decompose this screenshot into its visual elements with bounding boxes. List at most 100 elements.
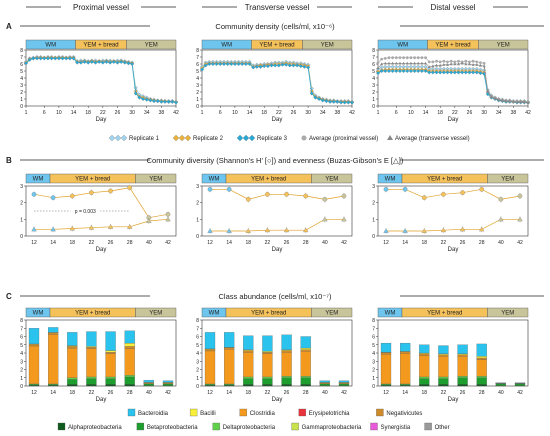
- series-point: [383, 68, 388, 74]
- series-point: [498, 216, 504, 222]
- plot-frame: [201, 49, 353, 107]
- x-tick-label: 18: [70, 390, 76, 396]
- bar-segment-deltaproteobacteria: [457, 375, 468, 378]
- series-line: [25, 56, 177, 103]
- series-point: [387, 56, 391, 60]
- bar-segment-negativicutes: [224, 347, 235, 350]
- series-point: [251, 65, 256, 70]
- series-point: [214, 61, 219, 67]
- x-axis-label: Day: [272, 117, 283, 123]
- series-line: [201, 62, 353, 103]
- bar-segment-negativicutes: [124, 346, 135, 349]
- series-point: [463, 70, 468, 75]
- phase-label-wm: WM: [209, 177, 220, 183]
- x-tick-label: 18: [437, 110, 443, 116]
- y-tick-label: 5: [196, 69, 199, 75]
- x-tick-label: 30: [305, 110, 311, 116]
- bar-segment-clostridia: [243, 352, 254, 378]
- series-point: [508, 99, 512, 103]
- bar-segment-negativicutes: [419, 353, 430, 356]
- series-point: [478, 71, 483, 76]
- legend-marker: [301, 135, 307, 141]
- x-tick-label: 22: [89, 390, 95, 396]
- series-point: [379, 68, 384, 74]
- bar-segment-negativicutes: [476, 357, 487, 360]
- series-point: [284, 191, 289, 197]
- x-tick-label: 28: [479, 390, 485, 396]
- phase-label-yem: YEM: [145, 43, 158, 49]
- bar-segment-negativicutes: [67, 346, 78, 349]
- series-point: [346, 100, 351, 105]
- series-point: [431, 60, 435, 64]
- x-tick-label: 6: [219, 110, 222, 116]
- series-point: [287, 63, 292, 68]
- y-tick-label: 1: [20, 97, 23, 103]
- series-point: [421, 228, 427, 233]
- y-tick-label: 8: [20, 48, 23, 54]
- series-point: [284, 62, 289, 67]
- x-tick-label: 18: [246, 390, 252, 396]
- series-point: [383, 186, 389, 192]
- series-line: [377, 70, 528, 103]
- series-point: [394, 68, 399, 74]
- legend-swatch: [376, 408, 384, 417]
- bar-segment-alphaproteobacteria: [438, 384, 449, 387]
- x-tick-label: 34: [144, 110, 150, 116]
- series-point: [144, 97, 149, 102]
- bar-segment-negativicutes: [281, 350, 292, 353]
- bar-segment-negativicutes: [243, 350, 254, 353]
- legend-swatch: [136, 422, 145, 431]
- series-point: [60, 56, 65, 61]
- y-tick-label: 3: [20, 83, 23, 89]
- y-tick-label: 8: [20, 318, 23, 324]
- y-tick-label: 2: [20, 368, 23, 374]
- bar-segment-betaproteobacteria: [457, 377, 468, 385]
- series-point: [419, 68, 424, 74]
- series-point: [64, 56, 69, 61]
- series-point: [89, 190, 94, 196]
- phase-yem: [126, 39, 177, 50]
- x-tick-label: 14: [71, 110, 77, 116]
- bar-segment-clostridia: [204, 350, 216, 385]
- x-tick-label: 22: [265, 240, 271, 246]
- y-tick-label: 1: [20, 217, 23, 223]
- y-tick-label: 7: [20, 326, 23, 332]
- y-tick-label: 0: [372, 384, 375, 390]
- series-point: [245, 228, 251, 233]
- series-point: [313, 95, 318, 100]
- series-line: [25, 58, 177, 103]
- legend-marker: [120, 134, 128, 142]
- y-tick-label: 3: [20, 359, 23, 365]
- bar-segment-bacteroidia: [300, 336, 311, 349]
- legend-swatch: [239, 408, 247, 417]
- bar-segment-deltaproteobacteria: [124, 375, 135, 378]
- series-point: [391, 56, 395, 60]
- legend-label: Betaproteobacteria: [147, 425, 198, 431]
- legend-label: Replicate 1: [129, 136, 160, 142]
- series-point: [380, 57, 384, 61]
- x-tick-label: 26: [284, 240, 290, 246]
- x-tick-label: 22: [265, 390, 271, 396]
- y-tick-label: 6: [196, 62, 199, 68]
- y-tick-label: 8: [372, 318, 375, 324]
- series-point: [298, 64, 303, 69]
- series-point: [497, 98, 501, 101]
- series-point: [416, 61, 420, 65]
- phase-label-yem: YEM: [497, 43, 510, 49]
- bar-segment-clostridia: [281, 352, 292, 377]
- bar-segment-alphaproteobacteria: [105, 384, 116, 387]
- series-point: [397, 68, 402, 74]
- series-point: [341, 193, 347, 199]
- series-point: [126, 61, 131, 66]
- legend-label: Average (transverse vessel): [395, 136, 470, 142]
- series-point: [376, 61, 380, 64]
- x-tick-label: 40: [498, 240, 504, 246]
- series-point: [328, 99, 333, 104]
- y-tick-label: 6: [20, 335, 23, 341]
- series-point: [34, 56, 39, 61]
- x-tick-label: 26: [460, 240, 466, 246]
- series-point: [398, 56, 402, 60]
- x-tick-label: 26: [115, 110, 121, 116]
- series-point: [309, 91, 314, 96]
- bar-segment-betaproteobacteria: [438, 378, 449, 385]
